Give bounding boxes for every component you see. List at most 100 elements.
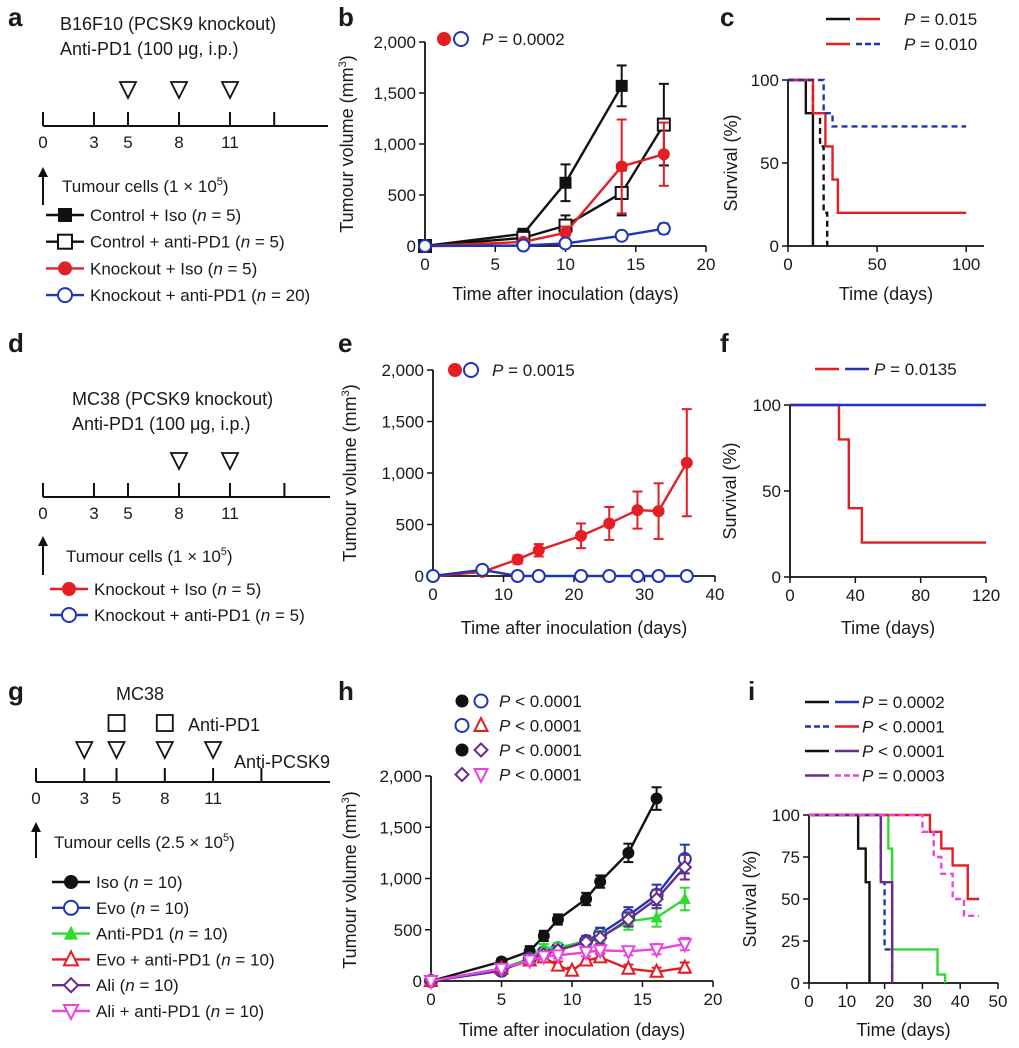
open-diamond-marker [620, 912, 636, 927]
anti-pcsk9-label: Anti-PCSK9 [234, 752, 330, 772]
x-tick-label: 30 [913, 992, 932, 1011]
pvalue-legend-b: P = 0.0002 [437, 30, 565, 49]
p-value-label: P < 0.0001 [862, 718, 945, 737]
open-triangle-marker [472, 715, 490, 732]
x-tick-label: 50 [989, 992, 1008, 1011]
series-line [432, 462, 688, 578]
p-value-label: P = 0.0015 [492, 361, 575, 380]
filled-circle-marker [455, 743, 469, 757]
open-down-triangle-marker [677, 938, 693, 954]
series-0 [788, 78, 815, 246]
open-circle-marker [426, 569, 440, 583]
p-value-label: P < 0.0001 [499, 692, 582, 711]
x-tick-label: 40 [846, 586, 865, 605]
timeline-tick-label: 5 [123, 504, 132, 523]
x-tick-label: 100 [952, 255, 980, 274]
dose-triangle-icon [169, 452, 189, 472]
legend-item: Control + anti-PD1 (n = 5) [46, 233, 285, 252]
chart-i: 0 10 20 30 40 50 0 25 50 75 100 Time (days) Survival… [740, 806, 1007, 1040]
dose-triangle-icon [220, 81, 240, 101]
timeline-tick-label: 5 [112, 789, 121, 808]
series-1 [788, 78, 829, 246]
x-tick-label: 0 [783, 255, 792, 274]
x-tick-label: 0 [785, 586, 794, 605]
legend-item: Ali + anti-PD1 (n = 10) [52, 1002, 264, 1022]
y-tick-label: 50 [760, 154, 779, 173]
p-value-label: P = 0.0003 [862, 767, 945, 786]
series-3 [809, 813, 980, 901]
dose-triangle-icon [220, 452, 240, 472]
series-0 [809, 813, 871, 983]
series-line [809, 813, 871, 983]
filled-circle-marker [631, 504, 644, 517]
up-arrow-icon [38, 536, 48, 546]
legend-item: Evo + anti-PD1 (n = 10) [52, 949, 275, 969]
series-line [790, 403, 986, 544]
series-line [430, 942, 686, 983]
filled-circle-marker [537, 929, 550, 942]
open-down-triangle-marker [648, 943, 665, 959]
y-tick-label: 0 [772, 568, 781, 587]
x-tick-label: 20 [704, 990, 723, 1009]
y-tick-label: 1,500 [381, 413, 424, 432]
y-tick-label: 1,500 [373, 84, 416, 103]
timeline-tick-label: 0 [38, 133, 47, 152]
legend-item: Ali (n = 10) [52, 976, 179, 995]
open-diamond-marker [677, 859, 693, 875]
series-line [809, 813, 894, 983]
anti-pd1-box-icon [155, 714, 174, 732]
dose-triangle-icon [107, 741, 126, 761]
open-circle-marker [454, 718, 470, 733]
series-0 [790, 403, 986, 544]
open-circle-marker [651, 569, 666, 583]
open-down-triangle-marker [493, 962, 510, 978]
p-value-label: P = 0.010 [904, 35, 977, 54]
open-circle-marker [463, 362, 479, 378]
x-tick-label: 120 [972, 586, 1000, 605]
schematic-title: B16F10 (PCSK9 knockout) [60, 14, 276, 34]
open-triangle-marker [677, 958, 693, 974]
x-tick-label: 50 [868, 255, 887, 274]
open-circle-marker [558, 236, 573, 251]
open-down-triangle-marker [522, 954, 538, 970]
series-line [788, 78, 815, 246]
series-1 [426, 562, 694, 583]
legend-label: Evo (n = 10) [96, 899, 189, 918]
panel-letter-f: f [720, 328, 729, 358]
panel-g: 0 3 5 8 11 Tumour cells (2.5 × 105) Iso (n = 1… [31, 684, 330, 1022]
y-tick-label: 1,500 [379, 818, 422, 837]
open-circle-marker [418, 239, 432, 253]
schematic-title: MC38 (PCSK9 knockout) [72, 389, 273, 409]
filled-circle-marker [62, 582, 76, 596]
open-down-triangle-marker [423, 975, 439, 991]
legend-item: Anti-PD1 (n = 10) [52, 925, 228, 944]
y-tick-label: 0 [413, 972, 422, 991]
series-3 [418, 221, 671, 253]
y-tick-label: 1,000 [373, 135, 416, 154]
filled-circle-marker [680, 456, 693, 469]
x-axis-label: Time (days) [856, 1020, 950, 1040]
y-tick-label: 0 [770, 237, 779, 256]
timeline-tick-label: 3 [80, 789, 89, 808]
x-tick-label: 80 [911, 586, 930, 605]
pvalue-legend-e: P = 0.0015 [448, 361, 575, 380]
chart-e: 0 10 20 30 40 0 500 1,000 1,500 2,000 Time after i… [340, 361, 724, 638]
x-tick-label: 10 [563, 990, 582, 1009]
series-line [809, 813, 947, 983]
series-line [809, 813, 980, 917]
y-tick-label: 500 [394, 921, 422, 940]
panel-letter-c: c [720, 2, 734, 32]
panel-letter-g: g [8, 676, 24, 706]
series-line [788, 78, 967, 215]
panel-letter-a: a [8, 2, 23, 32]
filled-square-marker [559, 176, 572, 189]
panel-a: B16F10 (PCSK9 knockout) Anti-PD1 (100 μg,… [38, 14, 328, 305]
open-circle-marker [531, 569, 546, 583]
filled-circle-marker [650, 792, 663, 805]
timeline-tick-label: 8 [174, 504, 183, 523]
series-line [809, 813, 980, 901]
timeline-tick-label: 11 [221, 504, 239, 523]
timeline-tick-label: 3 [89, 133, 98, 152]
panel-letter-e: e [338, 328, 352, 358]
series-line [788, 78, 967, 128]
